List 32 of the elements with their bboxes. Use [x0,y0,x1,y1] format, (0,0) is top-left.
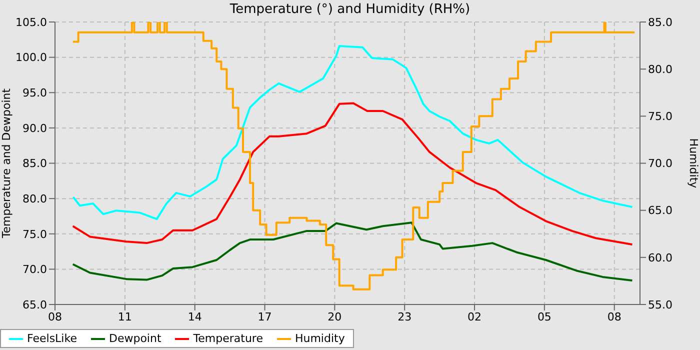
y-tick-label: 75.0 [22,228,47,241]
x-tick-label: 08 [607,310,622,324]
y-tick-label: 90.0 [22,122,47,135]
y2-tick-label: 55.0 [648,298,672,312]
y2-tick-label: 75.0 [648,110,672,124]
x-tick-label: 17 [258,310,272,324]
y-tick-label: 70.0 [22,263,47,276]
y2-tick-label: 65.0 [648,204,672,218]
x-tick-label: 20 [328,310,342,324]
x-tick-label: 08 [48,310,62,324]
x-tick-label: 11 [118,310,132,324]
y-tick-label: 95.0 [22,86,47,100]
y-tick-label: 80.0 [22,192,47,206]
y-tick-label: 105.0 [16,16,47,29]
y2-axis-title: Humidity [687,138,700,189]
legend-label: Dewpoint [108,332,162,345]
y2-tick-label: 85.0 [648,16,672,29]
x-tick-label: 23 [398,310,412,324]
y-tick-label: 85.0 [22,157,47,170]
legend-label: FeelsLike [26,332,77,345]
x-tick-label: 14 [188,310,202,324]
y2-tick-label: 80.0 [648,62,672,76]
legend-label: Temperature [192,332,263,345]
y-tick-label: 100.0 [16,51,47,64]
legend-label: Humidity [294,332,345,345]
y-axis-title: Temperature and Dewpoint [0,88,13,240]
x-tick-label: 05 [537,310,552,324]
y2-tick-label: 70.0 [648,157,672,170]
x-tick-label: 02 [468,310,482,324]
chart-title: Temperature (°) and Humidity (RH%) [228,2,472,17]
y2-tick-label: 60.0 [648,251,672,264]
y-tick-label: 65.0 [22,298,47,312]
